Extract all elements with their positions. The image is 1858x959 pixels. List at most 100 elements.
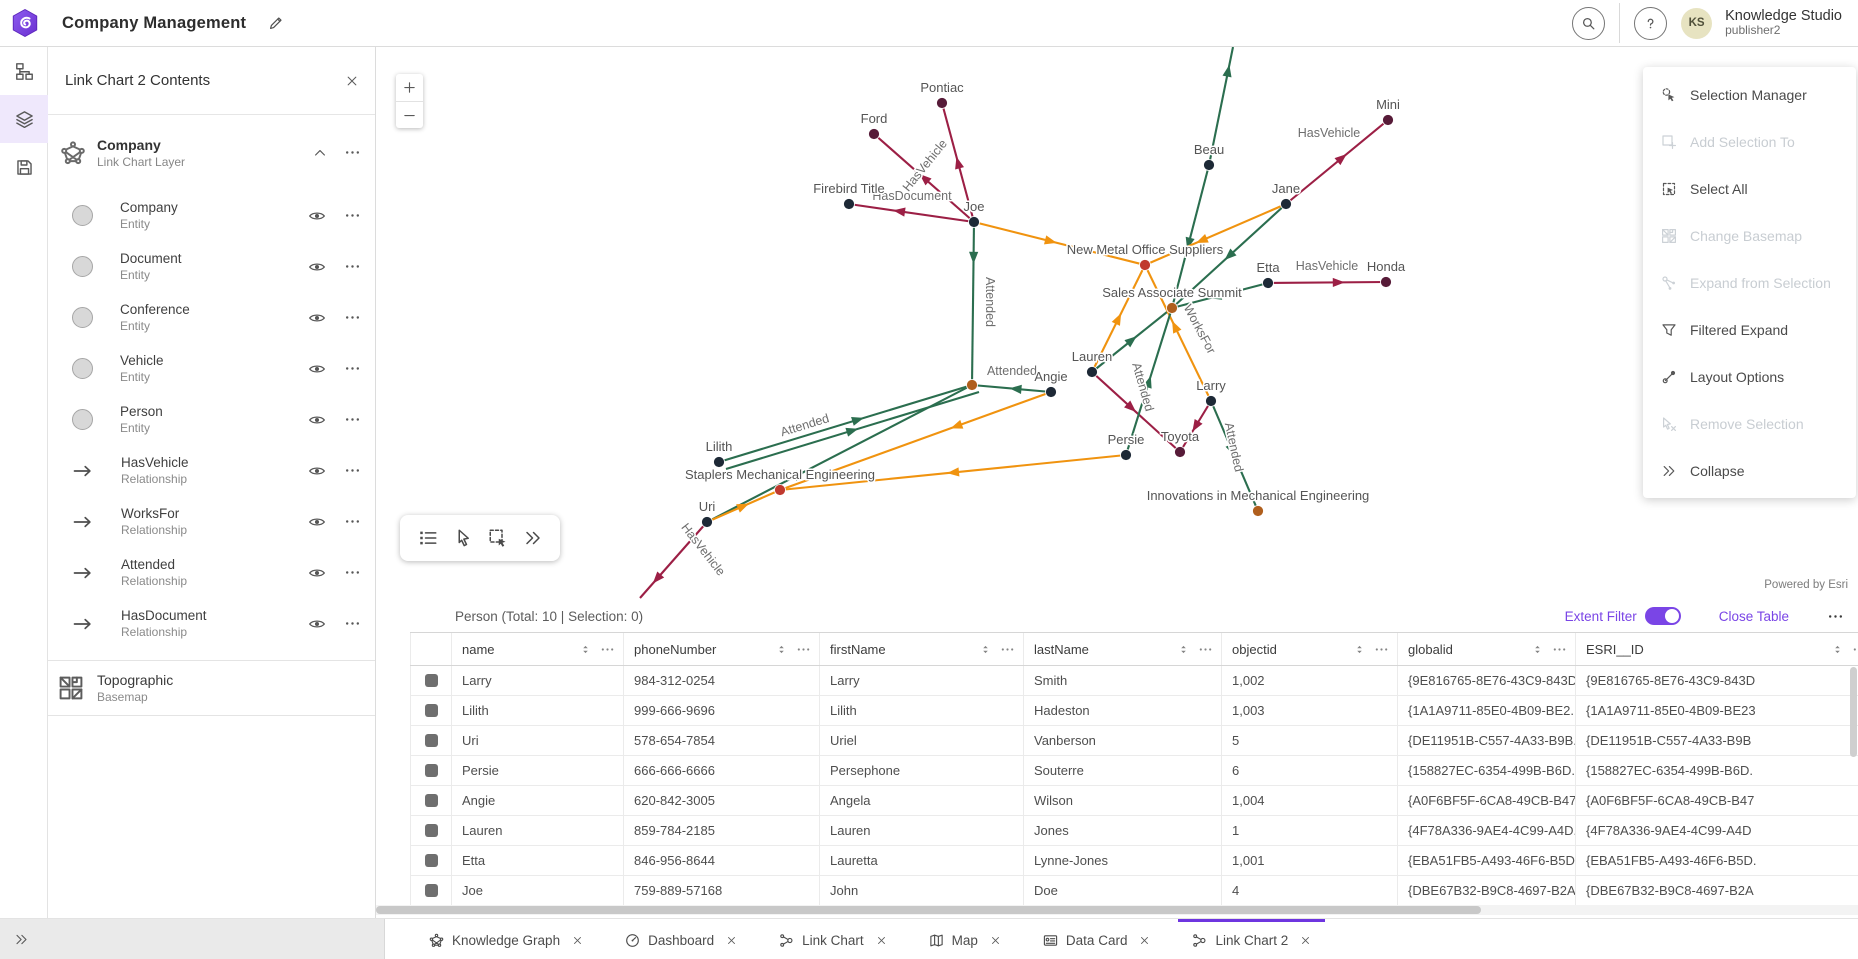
graph-edge-hasvehicle[interactable] (1267, 280, 1387, 285)
account-info[interactable]: Knowledge Studio publisher2 (1725, 8, 1842, 38)
graph-node-uri[interactable] (701, 516, 713, 528)
graph-edge-attended[interactable] (718, 383, 973, 464)
column-header-phoneNumber[interactable]: phoneNumber (624, 633, 820, 665)
hscroll-thumb[interactable] (376, 906, 1481, 914)
row-checkbox[interactable] (424, 794, 438, 807)
item-options-icon[interactable] (343, 513, 361, 530)
layer-item-document[interactable]: Document Entity (48, 241, 375, 292)
tab-map[interactable]: Map (915, 919, 1015, 959)
avatar[interactable]: KS (1681, 7, 1713, 39)
visibility-eye-icon[interactable] (308, 309, 326, 327)
table-vscrollbar[interactable] (1850, 667, 1857, 757)
tab-dashboard[interactable]: Dashboard (611, 919, 751, 959)
close-tab-icon[interactable] (726, 935, 737, 946)
column-header-ESRI__ID[interactable]: ESRI__ID (1576, 633, 1858, 665)
graph-node-newmetal[interactable] (1139, 259, 1151, 271)
row-checkbox[interactable] (424, 884, 438, 897)
table-row[interactable]: Lauren 859-784-2185 Lauren Jones 1 {4F78A336-… (410, 816, 1858, 846)
table-hscrollbar[interactable] (376, 905, 1858, 915)
graph-node-joe[interactable] (968, 216, 980, 228)
select-by-rectangle-icon[interactable] (488, 528, 508, 548)
row-checkbox[interactable] (424, 824, 438, 837)
table-row[interactable]: Angie 620-842-3005 Angela Wilson 1,004 {A0F6B… (410, 786, 1858, 816)
layer-item-worksfor[interactable]: WorksFor Relationship (48, 496, 375, 547)
graph-edge-attended[interactable] (1170, 164, 1211, 309)
row-checkbox-cell[interactable] (410, 666, 452, 695)
item-options-icon[interactable] (343, 411, 361, 428)
visibility-eye-icon[interactable] (308, 207, 326, 225)
item-options-icon[interactable] (343, 360, 361, 377)
graph-node-larry[interactable] (1205, 395, 1217, 407)
graph-edge-hasdocument[interactable] (848, 202, 975, 224)
tab-data-card[interactable]: Data Card (1029, 919, 1165, 959)
menu-item-select-all[interactable]: Select All (1643, 165, 1856, 212)
close-panel-icon[interactable] (345, 74, 359, 88)
graph-edge-worksfor[interactable] (1144, 203, 1287, 266)
graph-node-persie[interactable] (1120, 449, 1132, 461)
layer-item-conference[interactable]: Conference Entity (48, 292, 375, 343)
close-table-button[interactable]: Close Table (1718, 608, 1789, 624)
table-row[interactable]: Lilith 999-666-9696 Lilith Hadeston 1,003 {1A… (410, 696, 1858, 726)
layer-item-person[interactable]: Person Entity (48, 394, 375, 445)
menu-item-layout-options[interactable]: Layout Options (1643, 353, 1856, 400)
table-row[interactable]: Joe 759-889-57168 John Doe 4 {DBE67B32-B9C8-4… (410, 876, 1858, 906)
row-checkbox-cell[interactable] (410, 756, 452, 785)
collapse-layer-icon[interactable] (312, 145, 328, 161)
sort-icon[interactable] (1353, 643, 1366, 656)
row-checkbox-cell[interactable] (410, 846, 452, 875)
graph-node-lauren[interactable] (1086, 366, 1098, 378)
visibility-eye-icon[interactable] (308, 462, 326, 480)
column-header-objectid[interactable]: objectid (1222, 633, 1398, 665)
column-options-icon[interactable] (1552, 642, 1567, 657)
zoom-in-button[interactable] (396, 74, 423, 101)
close-tab-icon[interactable] (1300, 935, 1311, 946)
sort-icon[interactable] (579, 643, 592, 656)
row-checkbox-cell[interactable] (410, 726, 452, 755)
layer-item-company[interactable]: Company Entity (48, 190, 375, 241)
item-options-icon[interactable] (343, 462, 361, 479)
graph-node-mini[interactable] (1382, 114, 1394, 126)
graph-edge-attended[interactable] (706, 384, 973, 523)
table-row[interactable]: Etta 846-956-8644 Lauretta Lynne-Jones 1,001… (410, 846, 1858, 876)
graph-node-hub[interactable] (966, 379, 978, 391)
column-options-icon[interactable] (1198, 642, 1213, 657)
rail-item-project-tree[interactable] (0, 47, 48, 95)
link-chart-canvas[interactable]: HasVehicle HasDocument Attended HasVehicle H… (376, 47, 1858, 600)
graph-node-summit[interactable] (1166, 302, 1178, 314)
row-checkbox-cell[interactable] (410, 786, 452, 815)
graph-node-innovations[interactable] (1252, 505, 1264, 517)
row-checkbox[interactable] (424, 854, 438, 867)
row-checkbox[interactable] (424, 674, 438, 687)
tab-link-chart[interactable]: Link Chart (765, 919, 901, 959)
column-options-icon[interactable] (796, 642, 811, 657)
table-row[interactable]: Uri 578-654-7854 Uriel Vanberson 5 {DE11951B-… (410, 726, 1858, 756)
row-checkbox-cell[interactable] (410, 816, 452, 845)
visibility-eye-icon[interactable] (308, 615, 326, 633)
menu-item-collapse[interactable]: Collapse (1643, 447, 1856, 494)
tab-link-chart-2[interactable]: Link Chart 2 (1178, 919, 1326, 959)
layer-group-row[interactable]: Company Link Chart Layer (48, 115, 375, 190)
graph-node-firebird[interactable] (843, 198, 855, 210)
graph-node-honda[interactable] (1380, 276, 1392, 288)
graph-node-staplers[interactable] (774, 484, 786, 496)
column-options-icon[interactable] (1374, 642, 1389, 657)
help-button[interactable] (1634, 6, 1668, 40)
visibility-eye-icon[interactable] (308, 411, 326, 429)
sort-icon[interactable] (1831, 643, 1844, 656)
layer-item-vehicle[interactable]: Vehicle Entity (48, 343, 375, 394)
row-checkbox[interactable] (424, 764, 438, 777)
zoom-out-button[interactable] (396, 101, 423, 128)
item-options-icon[interactable] (343, 564, 361, 581)
close-tab-icon[interactable] (990, 935, 1001, 946)
sort-icon[interactable] (775, 643, 788, 656)
column-options-icon[interactable] (1000, 642, 1015, 657)
item-options-icon[interactable] (343, 309, 361, 326)
table-row[interactable]: Larry 984-312-0254 Larry Smith 1,002 {9E81676… (410, 666, 1858, 696)
graph-node-lilith[interactable] (713, 456, 725, 468)
graph-edge-worksfor[interactable] (1144, 264, 1212, 402)
graph-edge-attended[interactable] (970, 221, 976, 386)
table-options-icon[interactable] (1827, 608, 1844, 625)
graph-edge-worksfor[interactable] (973, 220, 1146, 267)
visibility-eye-icon[interactable] (308, 513, 326, 531)
extent-filter-toggle[interactable] (1644, 607, 1681, 625)
